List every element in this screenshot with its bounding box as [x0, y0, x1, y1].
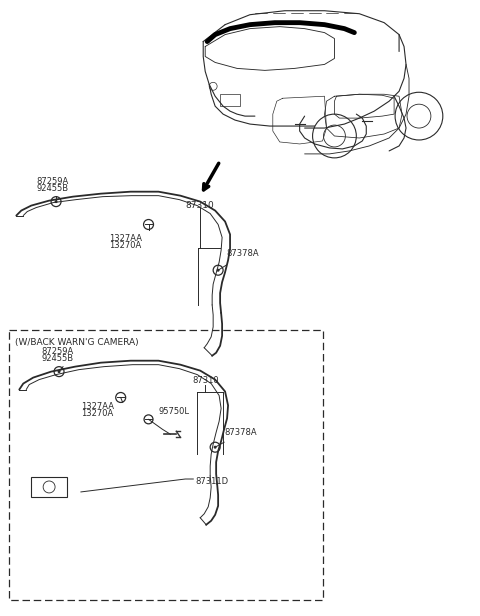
Text: 13270A: 13270A — [109, 241, 141, 250]
Bar — [31, 477, 67, 497]
Text: 87311D: 87311D — [195, 477, 228, 486]
Text: 92455B: 92455B — [41, 354, 73, 363]
Bar — [220, 94, 240, 106]
Circle shape — [216, 269, 220, 272]
Text: 87259A: 87259A — [36, 177, 69, 185]
Circle shape — [58, 370, 60, 373]
Text: 87310: 87310 — [186, 201, 215, 209]
Text: (W/BACK WARN'G CAMERA): (W/BACK WARN'G CAMERA) — [15, 338, 139, 347]
Bar — [9, 330, 323, 601]
Text: 1327AA: 1327AA — [81, 402, 114, 411]
Text: 87378A: 87378A — [226, 249, 259, 258]
Text: 92455B: 92455B — [36, 184, 68, 193]
Text: 87259A: 87259A — [41, 347, 73, 355]
Text: 87378A: 87378A — [224, 428, 257, 437]
Text: 1327AA: 1327AA — [109, 235, 142, 243]
Text: 13270A: 13270A — [81, 410, 113, 418]
Text: 95750L: 95750L — [158, 407, 190, 416]
Text: 87310: 87310 — [192, 376, 218, 384]
Circle shape — [214, 446, 216, 448]
Circle shape — [55, 200, 58, 203]
